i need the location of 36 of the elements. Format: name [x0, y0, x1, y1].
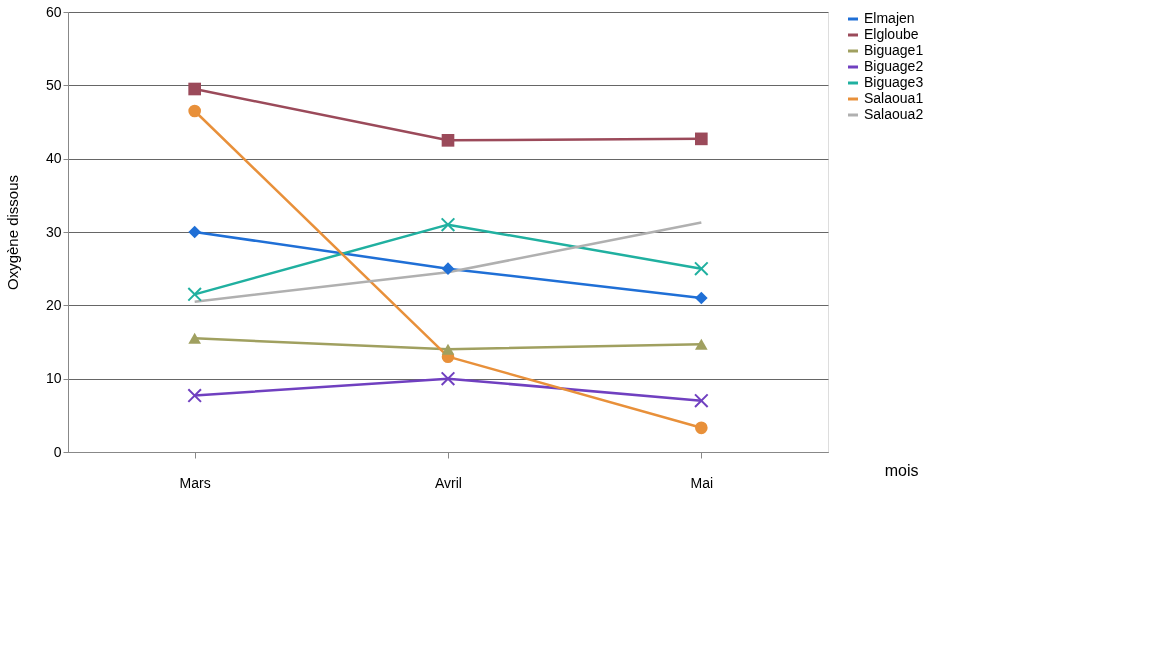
point	[187, 287, 202, 302]
x-tick-label: Mars	[179, 474, 211, 491]
point	[188, 225, 201, 239]
point	[440, 371, 456, 386]
legend-label: Biguage1	[864, 42, 924, 58]
point	[694, 393, 709, 408]
legend-label: Biguage2	[864, 58, 924, 74]
legend-label: Elgloube	[864, 26, 919, 42]
point	[441, 262, 455, 275]
point	[441, 134, 455, 147]
point	[694, 261, 709, 276]
legend-label: Salaoua1	[864, 90, 924, 106]
point	[188, 332, 201, 344]
legend-label: Salaoua2	[864, 106, 924, 122]
x-tick-label: Mai	[690, 474, 714, 491]
y-tick-label: 0	[53, 443, 62, 460]
y-tick-label: 40	[45, 150, 62, 167]
y-tick-label: 10	[45, 370, 62, 387]
point	[187, 388, 202, 403]
legend-label: Elmajen	[864, 10, 915, 26]
y-axis-title: Oxygène dissous	[3, 174, 21, 291]
point	[188, 104, 201, 118]
x-axis-title: mois	[884, 461, 919, 479]
y-tick-label: 30	[45, 223, 62, 240]
y-tick-label: 60	[45, 3, 62, 20]
y-tick-label: 50	[45, 76, 62, 93]
point	[695, 338, 708, 350]
point	[695, 421, 708, 435]
point	[695, 291, 708, 305]
legend-label: Biguage3	[864, 74, 924, 90]
point	[440, 217, 456, 232]
y-tick-label: 20	[45, 296, 62, 313]
x-tick-label: Avril	[435, 474, 462, 491]
point	[441, 343, 455, 355]
point	[695, 132, 708, 146]
point	[188, 82, 201, 96]
